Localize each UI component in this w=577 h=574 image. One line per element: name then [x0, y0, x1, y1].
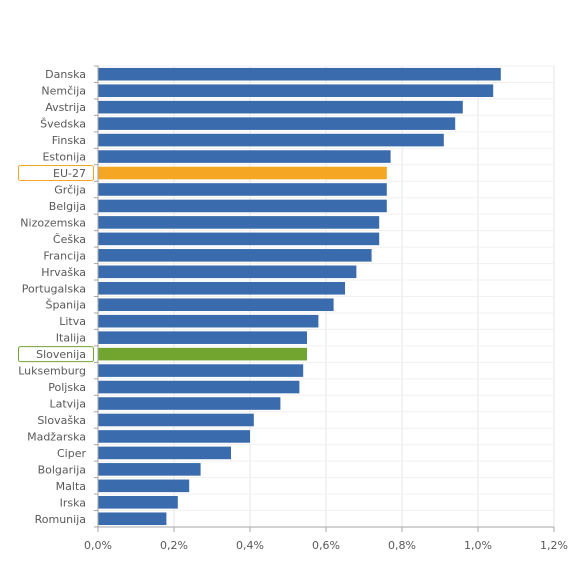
category-label-irska: Irska	[60, 496, 86, 509]
bars	[98, 67, 501, 526]
category-label-belgija: Belgija	[49, 200, 86, 213]
bar-hrvaska	[98, 265, 357, 279]
bar-nizozemska	[98, 216, 380, 229]
bar-portugalska	[98, 281, 345, 295]
highlight-box-slovenija	[18, 346, 94, 363]
x-tick-label: 0,8%	[388, 539, 416, 552]
category-label-latvija: Latvija	[49, 398, 86, 411]
category-label-spanija: Španija	[45, 299, 86, 312]
bar-danska	[98, 67, 501, 81]
category-label-finska: Finska	[52, 134, 86, 147]
gridlines	[98, 65, 555, 528]
x-tick-label: 0,2%	[160, 539, 188, 552]
x-tick-label: 1,2%	[540, 539, 568, 552]
category-label-malta: Malta	[56, 480, 86, 493]
bar-francija	[98, 249, 372, 262]
x-tick-label: 0,6%	[312, 539, 340, 552]
category-label-avstrija: Avstrija	[45, 101, 86, 114]
category-label-bolgarija: Bolgarija	[38, 463, 86, 476]
bar-ceska	[98, 232, 380, 246]
category-label-slovenija: Slovenija	[36, 348, 86, 361]
bar-svedska	[98, 117, 456, 130]
category-label-nemcija: Nemčija	[41, 85, 86, 98]
category-label-romunija: Romunija	[35, 513, 86, 526]
category-label-portugalska: Portugalska	[22, 282, 86, 295]
highlight-box-eu-27	[18, 165, 94, 182]
bar-belgija	[98, 199, 387, 213]
x-tick-label: 1,0%	[464, 539, 492, 552]
category-label-grcija: Grčija	[54, 183, 86, 196]
bar-slovenija	[98, 347, 307, 361]
bar-luksemburg	[98, 364, 304, 377]
category-label-nizozemska: Nizozemska	[20, 216, 86, 229]
category-label-eu-27: EU-27	[53, 167, 86, 180]
bar-latvija	[98, 397, 281, 410]
bar-romunija	[98, 512, 167, 526]
bar-madzarska	[98, 430, 250, 443]
x-tick-label: 0,4%	[236, 539, 264, 552]
axes	[94, 65, 555, 532]
x-tick-label: 0,0%	[84, 539, 112, 552]
bar-litva	[98, 314, 319, 328]
category-label-madzarska: Madžarska	[27, 430, 86, 443]
bar-malta	[98, 479, 190, 493]
bar-italija	[98, 331, 307, 344]
category-label-francija: Francija	[43, 249, 86, 262]
category-label-estonija: Estonija	[42, 151, 86, 164]
bar-grcija	[98, 183, 387, 196]
category-label-ceska: Češka	[53, 233, 86, 246]
bar-nemcija	[98, 84, 494, 97]
bar-estonija	[98, 150, 391, 163]
bar-spanija	[98, 298, 334, 312]
bar-ciper	[98, 446, 231, 460]
x-tick-labels: 0,0% 0,2% 0,4% 0,6% 0,8% 1,0% 1,2%	[84, 539, 568, 552]
category-label-litva: Litva	[59, 315, 86, 328]
category-label-danska: Danska	[45, 68, 86, 81]
bar-irska	[98, 496, 178, 509]
category-label-poljska: Poljska	[48, 381, 86, 394]
bar-bolgarija	[98, 463, 201, 476]
bar-finska	[98, 133, 444, 147]
category-label-ciper: Ciper	[57, 447, 86, 460]
category-label-svedska: Švedska	[40, 118, 86, 131]
bar-slovaska	[98, 413, 254, 427]
category-label-luksemburg: Luksemburg	[18, 365, 86, 378]
y-tick-labels: Danska Nemčija Avstrija Švedska Finska Estoni…	[18, 68, 94, 526]
bar-eu-27	[98, 166, 387, 180]
bar-avstrija	[98, 100, 463, 114]
category-label-slovaska: Slovaška	[37, 414, 86, 427]
category-label-hrvaska: Hrvaška	[41, 266, 86, 279]
bar-poljska	[98, 380, 300, 394]
category-label-italija: Italija	[56, 332, 86, 345]
